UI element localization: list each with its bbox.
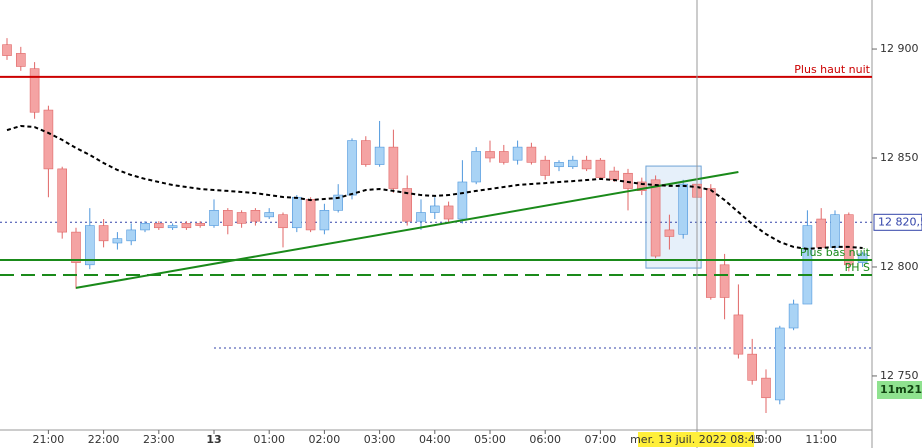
candle-body <box>733 314 744 355</box>
candle-body <box>843 214 854 266</box>
candle-body <box>650 179 661 257</box>
candle-body <box>581 159 592 170</box>
x-tick-label: 22:00 <box>88 433 120 446</box>
candle-body <box>347 140 357 196</box>
price-label: 12 820,5 <box>878 215 922 228</box>
crosshair-label: mer. 13 juil. 2022 08:45 <box>630 433 762 446</box>
candle-body <box>664 229 675 237</box>
candle-body <box>167 225 178 229</box>
candle-body <box>554 162 564 168</box>
candle-body <box>264 212 275 218</box>
x-tick-label: 01:00 <box>253 433 285 446</box>
candle-body <box>140 223 150 231</box>
candle-body <box>319 210 330 231</box>
timer-bg <box>877 381 922 399</box>
candle-body <box>402 188 413 222</box>
candle-body <box>223 210 233 226</box>
candle-body <box>498 151 509 163</box>
candle-body <box>29 68 40 113</box>
candle-body <box>236 212 247 224</box>
candle-body <box>333 194 344 211</box>
x-tick-label: 02:00 <box>309 433 341 446</box>
y-tick-label: 12 750 <box>880 369 919 382</box>
candle-body <box>2 44 12 56</box>
candle-body <box>816 218 827 248</box>
x-tick-label: 23:00 <box>143 433 175 446</box>
candle-body <box>278 214 288 229</box>
candle-body <box>443 205 454 220</box>
candle-body <box>595 159 606 178</box>
candle-body <box>830 214 840 248</box>
candle-body <box>388 146 399 189</box>
candle-body <box>705 188 716 298</box>
candle-body <box>567 159 578 168</box>
candle-body <box>15 53 26 67</box>
candle-body <box>609 170 620 181</box>
candle-body <box>788 303 799 329</box>
candle-body <box>857 253 868 263</box>
timer: 11m21s <box>880 383 922 396</box>
x-tick-label: 10:00 <box>750 433 782 446</box>
candle-body <box>485 151 495 159</box>
trendline <box>75 170 739 289</box>
x-tick-label: 03:00 <box>364 433 396 446</box>
candle-body <box>719 264 730 298</box>
candle-body <box>209 210 219 226</box>
candle-body <box>774 327 785 401</box>
candle-body <box>457 181 468 220</box>
candle-body <box>154 223 164 229</box>
candle-body <box>623 172 633 189</box>
candle-body <box>416 212 426 222</box>
candle-body <box>761 377 771 399</box>
candle-body <box>195 223 205 226</box>
price-label-bg <box>873 213 922 231</box>
x-tick-label: 05:00 <box>474 433 506 446</box>
line-label: Plus bas nuit <box>800 246 871 259</box>
x-tick-label: 21:00 <box>33 433 65 446</box>
candle-body <box>360 140 371 165</box>
candle-body <box>636 181 647 191</box>
candle-body <box>540 159 551 176</box>
candle-body <box>71 231 81 263</box>
y-tick-label: 12 800 <box>880 260 919 273</box>
candle-body <box>85 225 95 266</box>
candle-body <box>98 225 109 242</box>
candle-body <box>802 225 813 305</box>
plot-area: Plus haut nuit Plus bas nuit PH S <box>0 38 872 414</box>
candle-body <box>471 151 482 183</box>
candle-body <box>126 229 136 242</box>
candle-body <box>678 183 689 235</box>
line-label: Plus haut nuit <box>794 63 870 76</box>
candle-body <box>181 223 192 229</box>
x-tick-label: 04:00 <box>419 433 451 446</box>
candle-body <box>747 353 758 381</box>
line-label: PH S <box>845 261 870 274</box>
x-tick-label: 06:00 <box>529 433 561 446</box>
x-tick-label: 07:00 <box>585 433 617 446</box>
x-tick-label: 13 <box>206 433 221 446</box>
candle-body <box>512 146 523 161</box>
candle-body <box>43 109 54 170</box>
y-tick-label: 12 900 <box>880 42 919 55</box>
x-tick-label: 11:00 <box>805 433 837 446</box>
candle-body <box>112 238 123 244</box>
candle-body <box>250 210 261 222</box>
candle-body <box>291 196 302 229</box>
y-tick-label: 12 850 <box>880 151 919 164</box>
candle-body <box>305 199 316 231</box>
candle-body <box>526 146 537 163</box>
candle-body <box>429 205 440 213</box>
crosshair-label-bg <box>638 432 754 447</box>
candle-body <box>57 168 68 233</box>
candle-body <box>374 146 385 165</box>
moving-average <box>6 124 863 250</box>
